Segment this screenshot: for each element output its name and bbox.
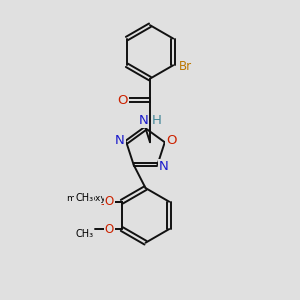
Text: methoxy: methoxy xyxy=(66,194,106,203)
Text: N: N xyxy=(159,160,169,173)
Text: CH₃: CH₃ xyxy=(75,193,93,203)
Text: O: O xyxy=(117,94,128,106)
Text: O: O xyxy=(98,195,107,208)
Text: O: O xyxy=(166,134,177,147)
Text: N: N xyxy=(115,134,125,147)
Text: Br: Br xyxy=(179,60,192,73)
Text: N: N xyxy=(139,114,148,128)
Text: O: O xyxy=(105,223,114,236)
Text: CH₃: CH₃ xyxy=(75,229,93,238)
Text: H: H xyxy=(152,114,161,128)
Text: O: O xyxy=(105,195,114,208)
